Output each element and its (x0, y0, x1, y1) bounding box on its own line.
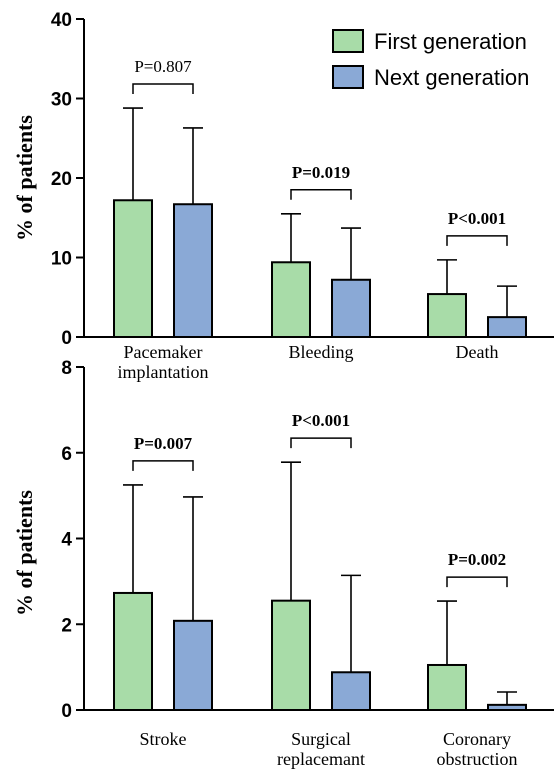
y-tick-label: 2 (61, 615, 72, 636)
category-label: replacemant (277, 749, 365, 769)
significance-bracket (290, 437, 352, 449)
y-tick-label: 0 (61, 701, 72, 722)
p-value-label: P<0.001 (448, 209, 506, 228)
bar (487, 316, 527, 338)
p-value-label: P=0.019 (292, 163, 350, 182)
significance-bracket (290, 189, 352, 200)
p-value-label: P<0.001 (292, 411, 350, 430)
top-panel: 0 10 20 30 40 % of patients P=0.807 Pacemakerim… (12, 10, 554, 382)
y-tick-label: 8 (61, 358, 72, 379)
y-tick-label: 20 (51, 169, 72, 190)
significance-bracket (446, 235, 508, 246)
bar (113, 199, 153, 338)
significance-bracket (132, 83, 194, 95)
legend-swatch (332, 65, 364, 89)
legend-label: First generation (374, 29, 527, 54)
bar (271, 599, 311, 712)
bottom-panel: 0 2 4 6 8 % of patients P=0.007 Stroke P<0.001 Su… (12, 358, 554, 769)
bar (173, 619, 213, 712)
category-label: Bleeding (289, 342, 354, 362)
p-value-label: P=0.007 (134, 434, 193, 453)
significance-bracket (446, 576, 508, 588)
y-tick-label: 40 (51, 10, 72, 31)
bar (271, 261, 311, 338)
bar (331, 278, 371, 339)
y-tick-label: 0 (61, 328, 72, 349)
legend-label: Next generation (374, 65, 529, 90)
bar (427, 293, 467, 339)
y-tick-label: 4 (61, 530, 72, 551)
p-value-label: P=0.807 (134, 57, 192, 76)
p-value-label: P=0.002 (448, 550, 506, 569)
legend-swatch (332, 29, 364, 53)
y-tick-label: 10 (51, 249, 72, 270)
bar (487, 703, 527, 711)
category-label: Stroke (140, 729, 187, 749)
category-label: Surgical (291, 729, 351, 749)
bar (173, 203, 213, 338)
category-label: Coronary (443, 729, 511, 749)
bar (113, 591, 153, 711)
significance-bracket (132, 460, 194, 471)
y-tick-label: 6 (61, 444, 72, 465)
y-axis-label: % of patients (12, 490, 37, 616)
category-label: implantation (118, 362, 209, 382)
category-label: obstruction (437, 749, 518, 769)
bar (331, 671, 371, 712)
legend: First generation Next generation (332, 29, 529, 90)
category-label: Death (456, 342, 499, 362)
bar (427, 663, 467, 712)
y-tick-label: 30 (51, 90, 72, 111)
category-label: Pacemaker (124, 342, 203, 362)
y-axis-label: % of patients (12, 115, 37, 241)
